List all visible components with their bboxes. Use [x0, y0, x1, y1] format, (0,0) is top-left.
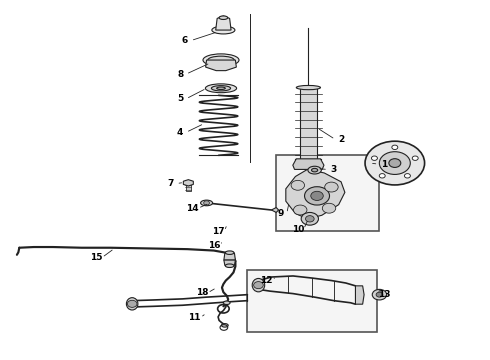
- Circle shape: [379, 174, 385, 178]
- Text: 10: 10: [292, 225, 304, 234]
- Text: 1: 1: [381, 159, 388, 168]
- Circle shape: [294, 205, 307, 215]
- Circle shape: [254, 282, 263, 289]
- Polygon shape: [271, 207, 279, 212]
- Ellipse shape: [200, 200, 213, 206]
- Text: 15: 15: [90, 253, 102, 262]
- Circle shape: [311, 191, 323, 201]
- Text: 13: 13: [378, 290, 391, 299]
- Polygon shape: [286, 170, 345, 219]
- Ellipse shape: [212, 26, 235, 34]
- Bar: [300, 88, 317, 159]
- Polygon shape: [293, 159, 324, 170]
- Ellipse shape: [296, 85, 320, 90]
- Text: 2: 2: [338, 135, 344, 144]
- Ellipse shape: [252, 278, 265, 292]
- Text: 8: 8: [177, 70, 183, 79]
- Circle shape: [379, 152, 410, 175]
- Polygon shape: [224, 260, 235, 265]
- Bar: [186, 183, 191, 190]
- Polygon shape: [355, 286, 364, 304]
- Text: 17: 17: [212, 227, 225, 236]
- Ellipse shape: [312, 168, 318, 172]
- Text: 4: 4: [177, 128, 183, 137]
- Ellipse shape: [126, 298, 138, 310]
- Polygon shape: [183, 180, 194, 186]
- Circle shape: [371, 156, 377, 161]
- Circle shape: [372, 289, 387, 300]
- Circle shape: [204, 201, 209, 205]
- Circle shape: [305, 216, 314, 222]
- Circle shape: [291, 180, 305, 190]
- Ellipse shape: [225, 264, 234, 267]
- Circle shape: [127, 300, 137, 307]
- Text: 18: 18: [196, 288, 208, 297]
- Circle shape: [325, 182, 338, 192]
- Text: 12: 12: [260, 276, 273, 285]
- Circle shape: [389, 159, 401, 167]
- Bar: [276, 155, 379, 231]
- Text: 14: 14: [186, 204, 198, 213]
- Circle shape: [322, 203, 336, 213]
- Circle shape: [301, 212, 319, 225]
- Ellipse shape: [308, 166, 321, 174]
- Circle shape: [412, 156, 418, 161]
- Text: 11: 11: [188, 313, 201, 322]
- Text: 16: 16: [208, 241, 220, 250]
- Ellipse shape: [217, 87, 225, 90]
- Text: 5: 5: [177, 94, 183, 103]
- Text: 7: 7: [168, 179, 174, 188]
- Ellipse shape: [208, 56, 234, 64]
- Circle shape: [392, 145, 398, 149]
- Ellipse shape: [203, 54, 239, 66]
- Ellipse shape: [223, 301, 230, 305]
- Polygon shape: [206, 60, 236, 71]
- Ellipse shape: [211, 86, 231, 91]
- Text: 6: 6: [182, 36, 188, 45]
- Circle shape: [376, 292, 383, 297]
- Bar: [247, 270, 377, 332]
- Text: 9: 9: [278, 209, 284, 218]
- Ellipse shape: [225, 251, 234, 255]
- Ellipse shape: [221, 324, 228, 327]
- Ellipse shape: [219, 16, 228, 19]
- Circle shape: [305, 187, 329, 205]
- Polygon shape: [216, 16, 231, 30]
- Text: 3: 3: [331, 165, 337, 174]
- Polygon shape: [224, 253, 235, 260]
- Circle shape: [365, 141, 425, 185]
- Ellipse shape: [205, 84, 237, 93]
- Circle shape: [404, 174, 411, 178]
